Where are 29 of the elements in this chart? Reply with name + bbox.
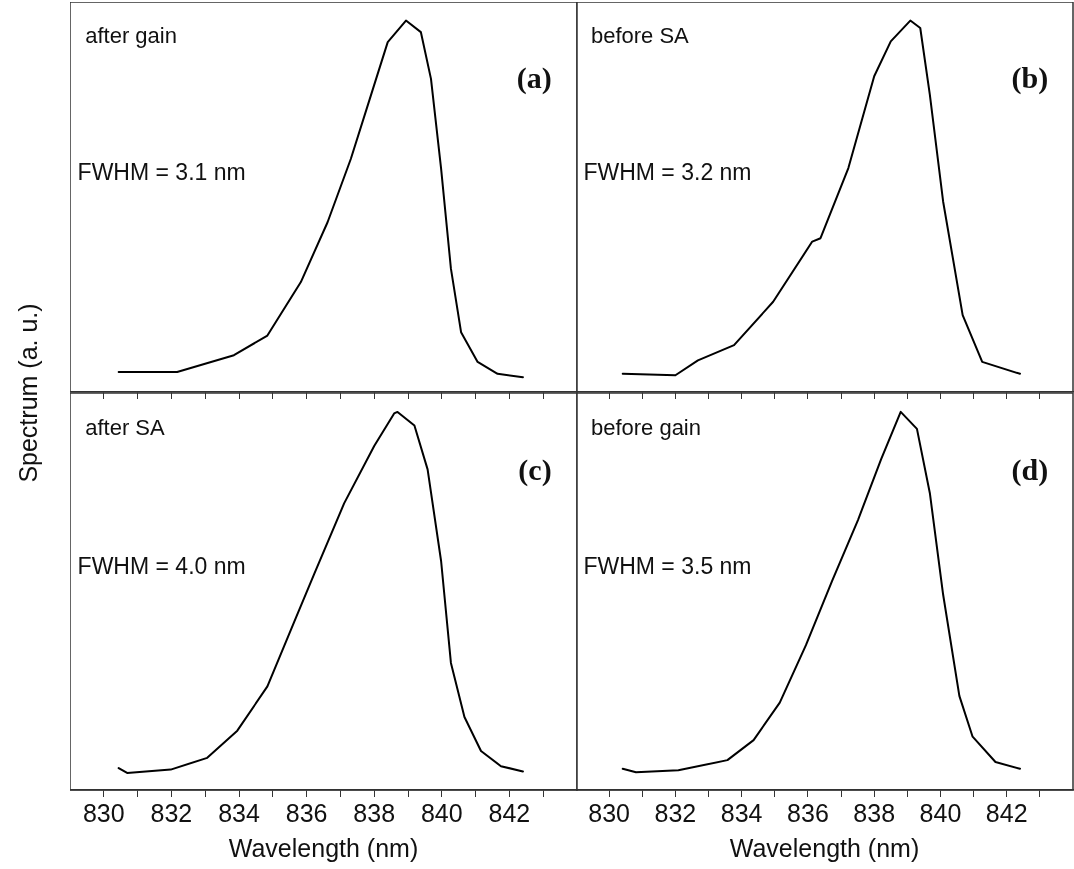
x-tick-label: 836 xyxy=(787,798,829,827)
annotation: FWHM = 3.5 nm xyxy=(583,553,752,580)
x-tick-label: 832 xyxy=(150,798,193,827)
annotation: FWHM = 3.1 nm xyxy=(77,158,246,185)
x-tick-label: 840 xyxy=(919,798,962,827)
x-tick-label: 842 xyxy=(488,798,531,827)
x-tick-label: 838 xyxy=(853,798,896,827)
annotation: after SA xyxy=(85,414,166,440)
annotation: (c) xyxy=(518,453,552,488)
x-tick-label: 832 xyxy=(654,798,697,827)
x-tick-label: 830 xyxy=(588,798,630,827)
x-tick-label: 838 xyxy=(353,798,396,827)
x-tick-label: 830 xyxy=(82,798,125,827)
annotation: (d) xyxy=(1011,453,1049,488)
annotation: (b) xyxy=(1011,60,1049,95)
x-tick-label: 840 xyxy=(420,798,463,827)
x-tick-label: 836 xyxy=(285,798,328,827)
x-tick-label: 834 xyxy=(218,798,260,827)
annotation: before gain xyxy=(590,414,701,440)
x-axis-title: Wavelength (nm) xyxy=(729,833,920,862)
annotation: FWHM = 3.2 nm xyxy=(583,158,752,185)
annotation: FWHM = 4.0 nm xyxy=(77,553,246,580)
annotation: after gain xyxy=(85,23,177,49)
y-axis-title: Spectrum (a. u.) xyxy=(13,303,43,483)
x-tick-label: 834 xyxy=(720,798,763,827)
x-axis-title: Wavelength (nm) xyxy=(228,833,419,862)
x-tick-label: 842 xyxy=(985,798,1028,827)
annotation: (a) xyxy=(516,60,552,95)
annotation: before SA xyxy=(590,23,690,49)
